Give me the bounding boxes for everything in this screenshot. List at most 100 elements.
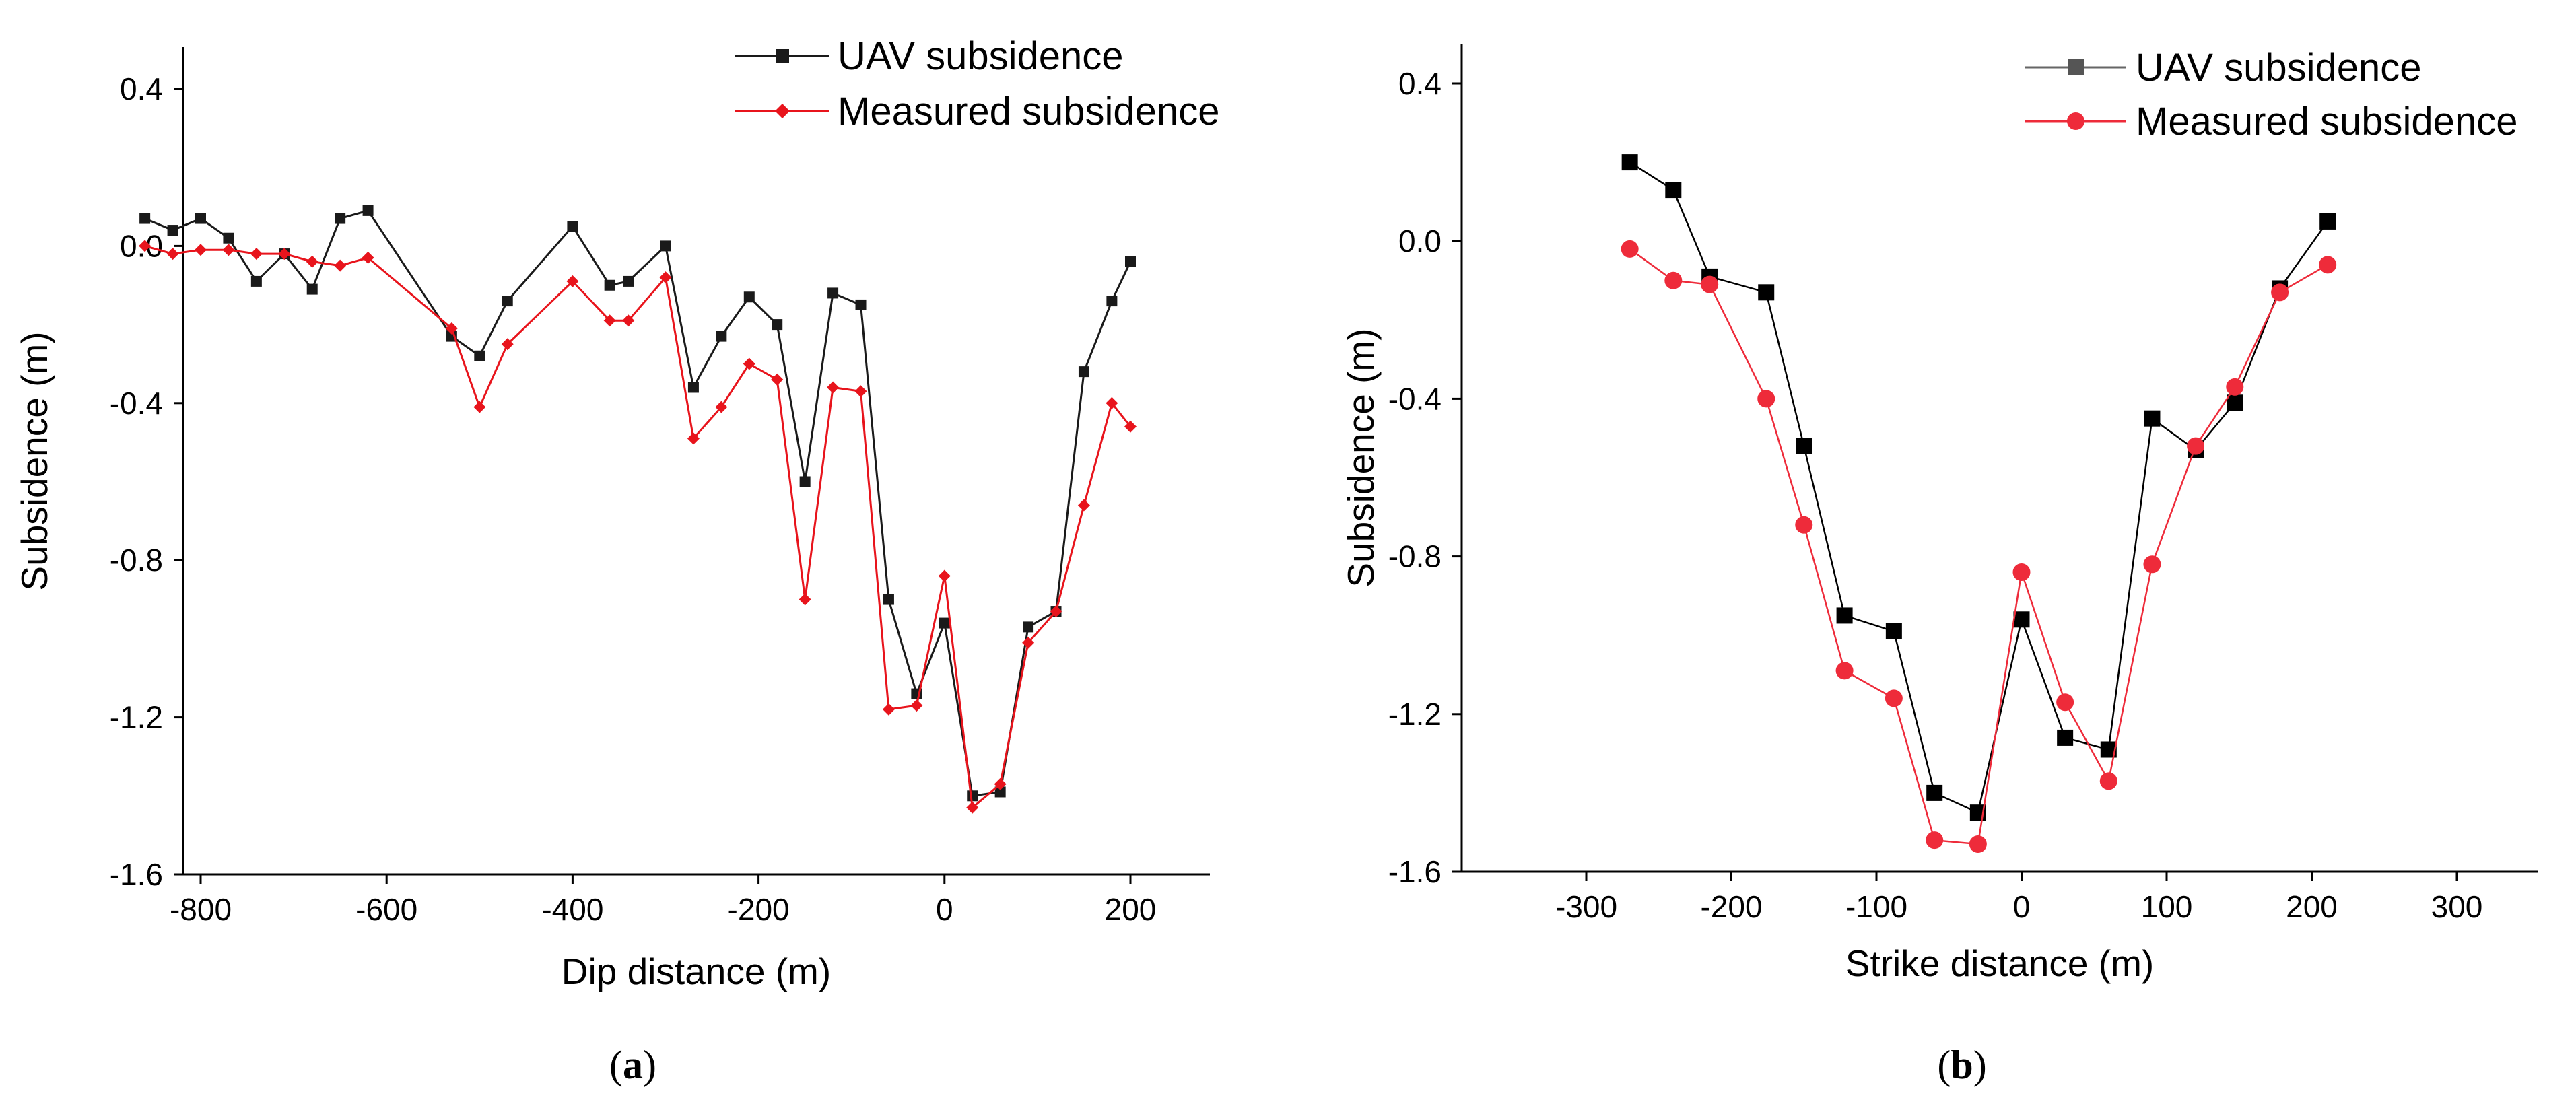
chart-a-x-axis-title: Dip distance (m) xyxy=(562,950,831,992)
chart-a-axes: -1.6-1.2-0.8-0.40.00.4 -800-600-400-2000… xyxy=(110,47,1210,927)
chart-a-series-uav-point xyxy=(623,275,634,287)
chart-b-series-uav-point xyxy=(2227,394,2243,411)
chart-a-series-measured-point xyxy=(827,381,840,394)
chart-b-x-tick-label: 0 xyxy=(2013,889,2031,924)
chart-a-series-uav-point xyxy=(306,283,318,295)
chart-b-series-measured-point xyxy=(2099,772,2117,790)
chart-a-series-measured-line xyxy=(144,244,1132,809)
chart-b-x-ticks: -300 -200 -100 0 100 200 300 xyxy=(1555,872,2482,924)
chart-a-series-uav-point xyxy=(772,319,783,331)
chart-a-series-measured-point xyxy=(659,271,672,284)
chart-a-series-measured-point xyxy=(334,259,347,272)
chart-a-series-measured-point xyxy=(1077,499,1090,512)
chart-a-series-measured-point xyxy=(799,593,811,606)
chart-b-series-measured-point xyxy=(1701,275,1719,293)
chart-a-series-uav-point xyxy=(1023,621,1034,633)
chart-a-x-tick-label: -800 xyxy=(170,892,232,927)
chart-b-axes: -1.6 -1.2 -0.8 -0.4 0.0 0.4 -300 -200 -100 0 100 2… xyxy=(1388,44,2538,924)
chart-a-series-measured-point xyxy=(166,248,179,261)
chart-b-legend-uav-marker xyxy=(2068,59,2084,75)
chart-a-legend-uav-label: UAV subsidence xyxy=(838,34,1124,78)
chart-b-y-tick-label: 0.4 xyxy=(1398,66,1442,101)
chart-a-series-uav-point xyxy=(167,225,178,236)
chart-a-series-uav-point xyxy=(604,279,615,291)
chart-b-legend-measured-label: Measured subsidence xyxy=(2136,100,2517,143)
chart-a-series-uav-point xyxy=(474,350,485,361)
chart-b-y-tick-label: -0.8 xyxy=(1388,539,1442,574)
chart-b-y-axis-title: Subsidence (m) xyxy=(1340,328,1382,587)
chart-panel-a: -1.6-1.2-0.8-0.40.00.4 -800-600-400-2000… xyxy=(13,34,1219,1087)
chart-a-series-measured-point xyxy=(771,373,784,386)
chart-b-series-measured-point xyxy=(1621,240,1639,258)
chart-a-series-measured-point xyxy=(566,275,579,287)
chart-b-series-measured-point xyxy=(2271,283,2289,302)
chart-a-x-tick-label: 0 xyxy=(936,892,953,927)
chart-a-x-tick-label: -600 xyxy=(355,892,417,927)
chart-b-legend-uav-label: UAV subsidence xyxy=(2136,46,2422,90)
chart-a-series-uav-point xyxy=(139,213,151,224)
chart-b-x-tick-label: -300 xyxy=(1555,889,1617,924)
chart-b-series-measured-point xyxy=(1885,689,1903,707)
chart-a-series-measured-point xyxy=(195,244,207,256)
chart-b-series xyxy=(1621,154,2337,854)
chart-b-x-tick-label: 300 xyxy=(2431,889,2483,924)
chart-b-series-measured-point xyxy=(1926,831,1944,850)
chart-b-y-tick-label: -1.2 xyxy=(1388,697,1442,732)
chart-a-series-uav-point xyxy=(994,786,1006,798)
chart-b-series-measured-point xyxy=(2226,378,2244,396)
chart-b-y-ticks: -1.6 -1.2 -0.8 -0.4 0.0 0.4 xyxy=(1388,66,1462,889)
chart-a-series-measured-point xyxy=(1050,605,1062,618)
chart-a-series-uav-point xyxy=(799,476,811,487)
chart-a-legend-uav-marker xyxy=(776,49,789,63)
chart-a-series-uav-point xyxy=(335,213,346,224)
chart-a-series-measured-point xyxy=(445,322,458,335)
chart-a-series-uav-point xyxy=(827,287,839,299)
chart-b-x-tick-label: 100 xyxy=(2141,889,2193,924)
chart-b-series-uav-point xyxy=(1796,438,1812,454)
chart-a-series-uav-point xyxy=(716,331,727,342)
chart-a-series-uav-point xyxy=(502,296,513,307)
chart-b-series-uav-point xyxy=(2319,213,2336,230)
chart-a-legend-measured-label: Measured subsidence xyxy=(838,90,1219,133)
chart-a-series-measured-point xyxy=(278,248,291,261)
chart-b-y-tick-label: 0.0 xyxy=(1398,223,1442,258)
chart-b-series-uav-point xyxy=(1621,154,1638,171)
chart-a-series-uav-point xyxy=(660,240,671,252)
chart-b-y-tick-label: -0.4 xyxy=(1388,381,1442,416)
chart-b-panel-label: (b) xyxy=(1937,1043,1986,1087)
chart-a-series-uav-point xyxy=(855,299,867,310)
chart-a-y-tick-label: -1.6 xyxy=(110,857,163,892)
chart-a-series-measured-point xyxy=(603,314,616,327)
chart-b-series-uav-line xyxy=(1629,162,2329,814)
chart-a-series-measured-point xyxy=(306,255,318,268)
chart-b-series-uav-point xyxy=(2057,729,2074,746)
chart-a-series-uav-point xyxy=(362,205,374,216)
chart-a-series-measured-point xyxy=(938,569,951,582)
chart-b-x-tick-label: 200 xyxy=(2286,889,2338,924)
chart-b-series-uav-point xyxy=(1926,784,1943,801)
chart-a-series-measured-point xyxy=(687,432,700,445)
chart-b-series-uav-point xyxy=(2144,410,2161,427)
chart-a-series-measured-point xyxy=(501,338,514,351)
chart-b-series-measured-point xyxy=(1969,835,1987,854)
chart-a-x-tick-label: 200 xyxy=(1105,892,1157,927)
chart-b-series-measured-point xyxy=(2012,563,2031,582)
chart-a-series-measured-point xyxy=(743,357,755,370)
chart-a-series-measured-point xyxy=(1124,420,1137,433)
chart-a-x-tick-label: -400 xyxy=(541,892,603,927)
chart-b-series-uav-point xyxy=(1758,284,1775,301)
chart-a-series-measured-point xyxy=(994,777,1007,790)
chart-a-series-uav-point xyxy=(1106,296,1118,307)
chart-a-series-measured-point xyxy=(222,244,235,256)
chart-b-series-uav-point xyxy=(1665,182,1682,199)
chart-b-x-tick-label: -200 xyxy=(1700,889,1762,924)
chart-a-series-measured-point xyxy=(250,248,263,261)
chart-b-y-tick-label: -1.6 xyxy=(1388,854,1442,889)
chart-b-legend-measured-marker xyxy=(2067,112,2084,130)
chart-b-x-tick-label: -100 xyxy=(1845,889,1907,924)
chart-a-series-measured-point xyxy=(854,385,867,398)
chart-b-series-measured-point xyxy=(1757,390,1775,408)
chart-a-series-uav-point xyxy=(1125,256,1136,267)
chart-a-y-tick-label: 0.4 xyxy=(120,71,163,106)
